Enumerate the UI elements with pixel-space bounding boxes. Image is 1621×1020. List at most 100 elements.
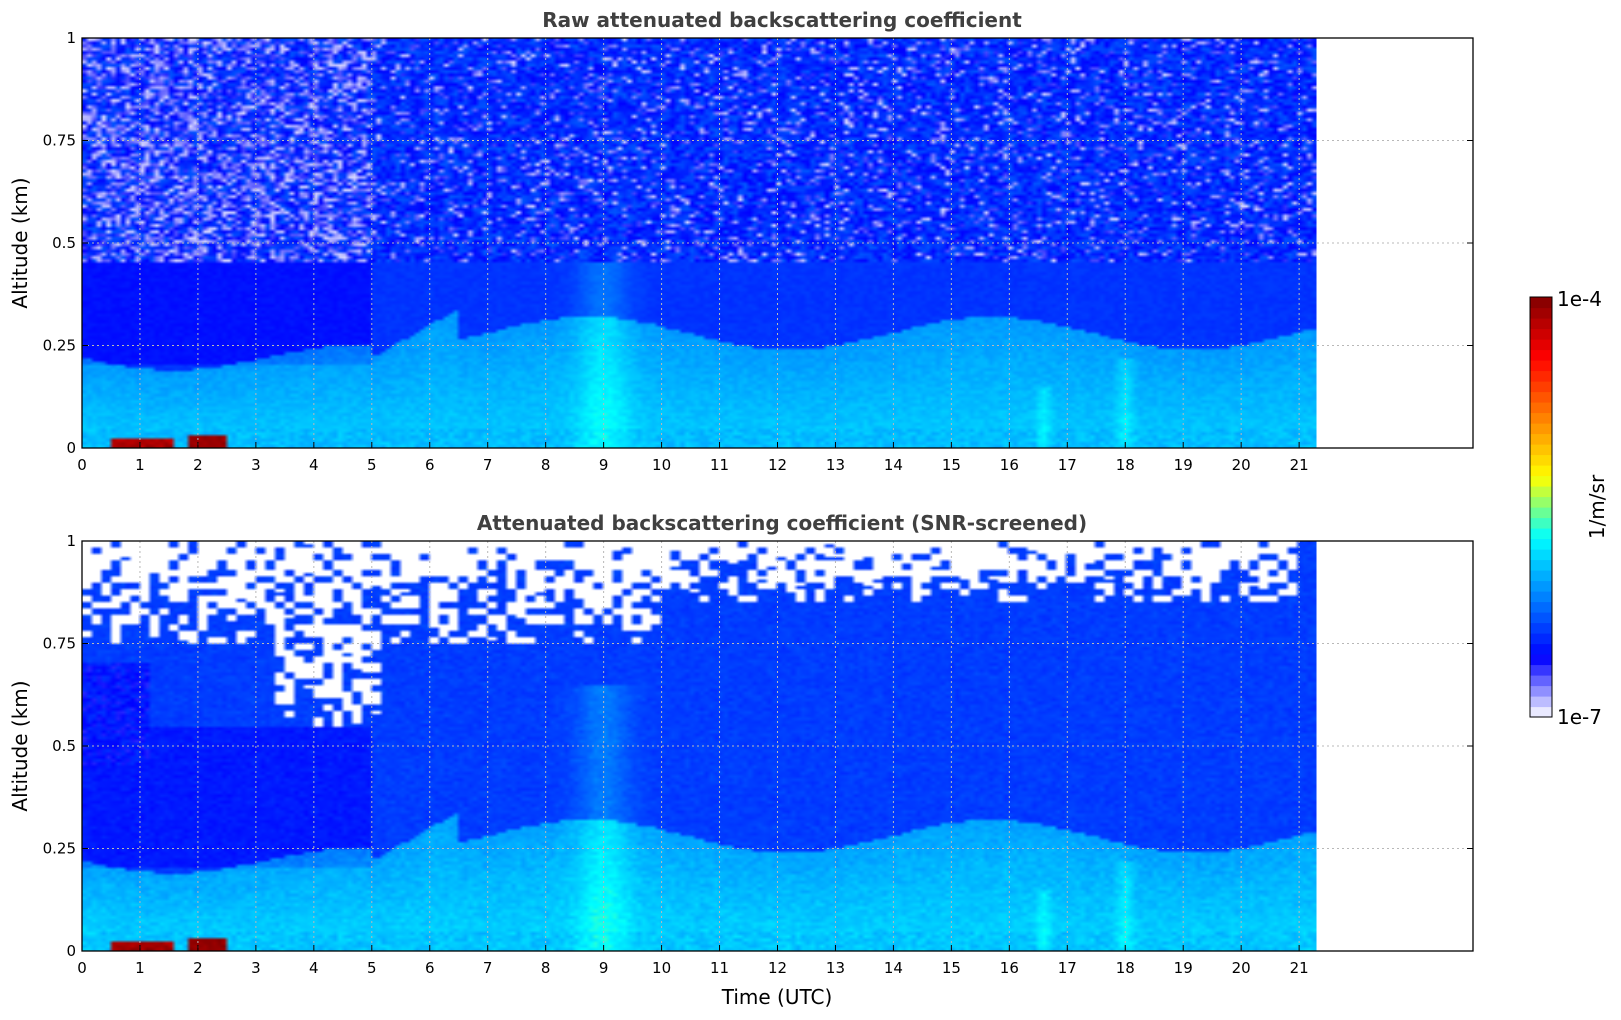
x-tick-label: 15 — [942, 959, 961, 977]
x-tick-label: 17 — [1058, 959, 1077, 977]
colorbar-step — [1530, 423, 1552, 435]
x-tick-label: 16 — [1000, 959, 1019, 977]
x-tick-label: 12 — [768, 959, 787, 977]
x-tick-label: 4 — [309, 456, 319, 474]
x-tick-label: 9 — [599, 959, 609, 977]
colorbar-step — [1530, 444, 1552, 456]
x-tick-label: 18 — [1116, 456, 1135, 474]
x-tick-label: 5 — [367, 456, 377, 474]
x-tick-label: 6 — [425, 456, 435, 474]
colorbar-step — [1530, 402, 1552, 414]
colorbar-step — [1530, 475, 1552, 487]
colorbar-step — [1530, 339, 1552, 351]
x-tick-label: 17 — [1058, 456, 1077, 474]
x-tick-label: 19 — [1174, 456, 1193, 474]
colorbar-step — [1530, 433, 1552, 445]
colorbar-unit-label: 1/m/sr — [1585, 474, 1609, 539]
colorbar-step — [1530, 349, 1552, 361]
x-tick-labels: 0 1 2 3 4 5 6 7 8 9 10 11 12 13 14 15 16 17 18 19 20 21 — [77, 945, 1309, 977]
y-tick-label: 1 — [66, 29, 76, 47]
colorbar-step — [1530, 612, 1552, 624]
x-tick-labels: 0 1 2 3 4 5 6 7 8 9 10 11 12 13 14 15 16 17 18 19 20 21 — [77, 442, 1309, 474]
x-tick-label: 20 — [1232, 456, 1251, 474]
x-tick-label: 1 — [135, 456, 145, 474]
colorbar-step — [1530, 381, 1552, 393]
x-tick-label: 11 — [710, 456, 729, 474]
colorbar-step — [1530, 696, 1552, 708]
colorbar-step — [1530, 622, 1552, 634]
x-tick-label: 20 — [1232, 959, 1251, 977]
x-tick-label: 3 — [251, 959, 261, 977]
y-tick-label: 0.75 — [43, 635, 76, 653]
colorbar-step — [1530, 328, 1552, 340]
colorbar-step — [1530, 528, 1552, 540]
y-tick-label: 0.5 — [52, 234, 76, 252]
colorbar-max-label: 1e-4 — [1557, 287, 1602, 311]
colorbar-step — [1530, 454, 1552, 466]
colorbar-step — [1530, 496, 1552, 508]
colorbar-step — [1530, 685, 1552, 697]
y-tick-label: 0.25 — [43, 337, 76, 355]
snr-screened-panel: Attenuated backscattering coefficient (S… — [8, 511, 1474, 1009]
x-tick-label: 10 — [652, 456, 671, 474]
gridlines — [82, 541, 1473, 951]
x-tick-label: 21 — [1290, 959, 1309, 977]
colorbar-step — [1530, 517, 1552, 529]
x-tick-label: 15 — [942, 456, 961, 474]
colorbar-step — [1530, 601, 1552, 613]
colorbar-step — [1530, 486, 1552, 498]
x-tick-label: 2 — [193, 456, 203, 474]
colorbar-frame — [1529, 296, 1553, 718]
x-tick-label: 14 — [884, 959, 903, 977]
x-tick-label: 11 — [710, 959, 729, 977]
colorbar-step — [1530, 538, 1552, 550]
gridlines — [82, 38, 1473, 448]
x-tick-label: 10 — [652, 959, 671, 977]
y-tick-label: 0 — [66, 942, 76, 960]
x-tick-label: 14 — [884, 456, 903, 474]
colorbar-scale — [1530, 297, 1552, 718]
colorbar-step — [1530, 654, 1552, 666]
x-tick-label: 8 — [541, 959, 551, 977]
x-tick-label: 3 — [251, 456, 261, 474]
x-tick-label: 16 — [1000, 456, 1019, 474]
colorbar-step — [1530, 591, 1552, 603]
panel-title: Attenuated backscattering coefficient (S… — [477, 511, 1087, 535]
y-tick-labels: 0 0.25 0.5 0.75 1 — [43, 532, 1473, 960]
colorbar-step — [1530, 360, 1552, 372]
y-tick-label: 1 — [66, 532, 76, 550]
colorbar-step — [1530, 664, 1552, 676]
x-tick-label: 4 — [309, 959, 319, 977]
x-tick-label: 2 — [193, 959, 203, 977]
x-tick-label: 0 — [77, 456, 87, 474]
panel-title: Raw attenuated backscattering coefficien… — [542, 8, 1022, 32]
x-tick-label: 6 — [425, 959, 435, 977]
colorbar-step — [1530, 580, 1552, 592]
colorbar-step — [1530, 675, 1552, 687]
y-axis-label: Altitude (km) — [8, 680, 32, 811]
x-tick-label: 18 — [1116, 959, 1135, 977]
x-tick-label: 13 — [826, 456, 845, 474]
y-tick-label: 0 — [66, 439, 76, 457]
x-axis-label: Time (UTC) — [721, 985, 833, 1009]
colorbar-step — [1530, 318, 1552, 330]
colorbar-step — [1530, 549, 1552, 561]
x-tick-label: 12 — [768, 456, 787, 474]
x-tick-label: 13 — [826, 959, 845, 977]
colorbar-step — [1530, 412, 1552, 424]
colorbar-step — [1530, 643, 1552, 655]
colorbar-step — [1530, 297, 1552, 309]
colorbar-step — [1530, 507, 1552, 519]
colorbar-step — [1530, 570, 1552, 582]
colorbar-step — [1530, 633, 1552, 645]
y-tick-label: 0.75 — [43, 132, 76, 150]
x-tick-label: 7 — [483, 456, 493, 474]
colorbar-step — [1530, 307, 1552, 319]
colorbar-min-label: 1e-7 — [1557, 705, 1602, 729]
colorbar: 1e-4 1e-7 1/m/sr — [1529, 287, 1609, 729]
x-tick-label: 19 — [1174, 959, 1193, 977]
colorbar-step — [1530, 706, 1552, 718]
x-tick-label: 9 — [599, 456, 609, 474]
colorbar-step — [1530, 465, 1552, 477]
